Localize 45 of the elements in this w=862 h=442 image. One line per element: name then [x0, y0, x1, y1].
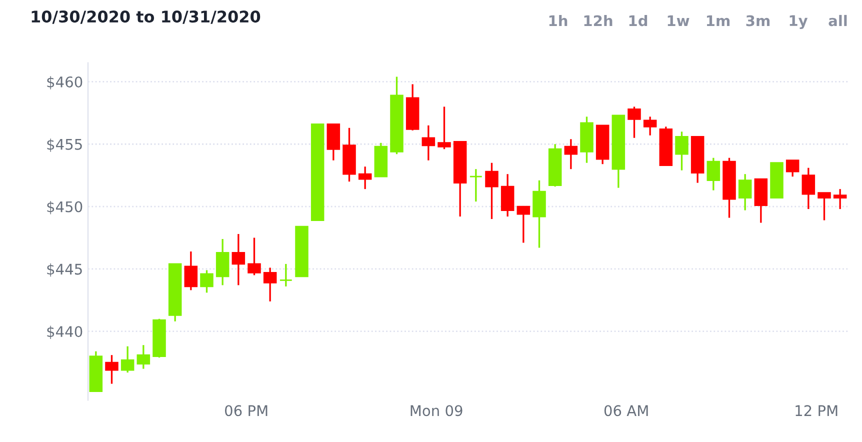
text: 1m	[706, 15, 730, 26]
text: 1w	[668, 15, 690, 26]
candlestick	[422, 124, 436, 162]
candlestick	[120, 345, 134, 374]
text: 1y	[790, 15, 808, 30]
candlestick	[200, 269, 214, 294]
x-tick-label: 06 PM	[225, 405, 268, 416]
candlestick	[833, 188, 847, 210]
candlestick	[802, 167, 816, 210]
candlestick	[516, 206, 530, 244]
candlestick	[818, 192, 831, 222]
y-tick-label: $450	[47, 200, 82, 214]
candlestick	[136, 344, 150, 370]
x-tick-label: 06 AM	[604, 405, 648, 416]
y-tick-label: $445	[47, 263, 82, 277]
candlestick	[500, 173, 514, 218]
y-tick-label: $460	[47, 76, 82, 90]
text: 1d	[629, 14, 648, 26]
candlestick	[263, 266, 277, 302]
candlestick	[248, 236, 261, 276]
candlestick	[675, 130, 688, 172]
text: all	[828, 14, 847, 26]
text: 1h	[549, 14, 568, 26]
candlestick	[216, 238, 230, 286]
x-tick-label: Mon 09	[410, 405, 462, 416]
candlestick	[105, 354, 118, 385]
candlestick	[469, 168, 483, 202]
y-tick-label: $440	[47, 326, 82, 340]
candlestick	[786, 160, 800, 178]
candlestick	[738, 173, 752, 212]
text: 3m	[746, 15, 770, 26]
candlestick	[232, 233, 246, 286]
x-tick-label: 12 PM	[796, 405, 838, 416]
candlestick	[564, 138, 578, 170]
candlestick	[184, 250, 198, 291]
candlestick	[485, 162, 498, 220]
y-tick-label: $455	[47, 138, 82, 152]
chart-title: 10/30/2020 to 10/31/2020	[32, 10, 260, 24]
candlestick	[438, 106, 451, 150]
candlestick	[358, 166, 372, 190]
candlestick	[643, 116, 657, 136]
candlestick	[628, 106, 641, 139]
text: 12h	[584, 14, 612, 26]
candlestick	[706, 157, 720, 192]
candlestick	[279, 263, 293, 288]
